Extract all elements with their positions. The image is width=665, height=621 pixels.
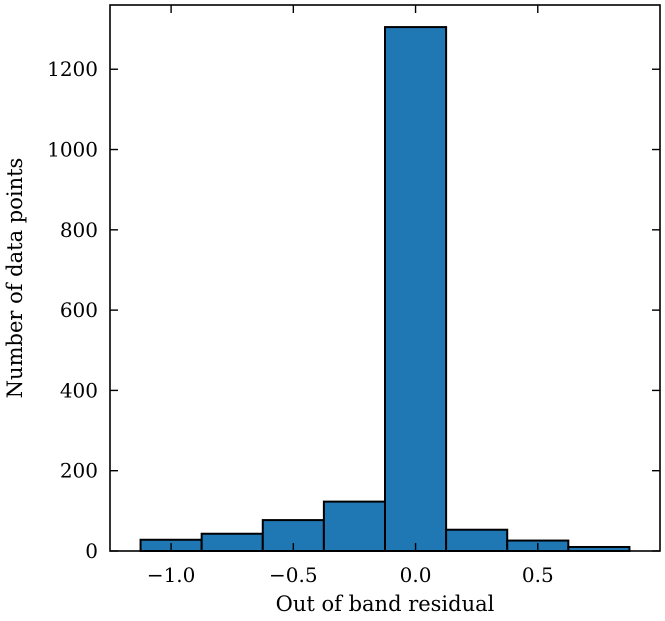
- histogram-bar-3: [322, 500, 386, 552]
- y-axis-label: Number of data points: [3, 158, 27, 399]
- x-tick-label-0: −1.0: [147, 563, 196, 587]
- histogram-bar-5: [445, 528, 509, 552]
- y-tick-label-5: 1000: [47, 138, 98, 162]
- y-tick-label-4: 800: [60, 218, 98, 242]
- histogram-bar-4: [384, 26, 448, 553]
- tick-labels-group: −1.0 −0.5 0.0 0.5 0 200 400 600 800 1000 1200: [47, 57, 554, 587]
- plot-frame: [109, 4, 661, 552]
- y-tick-label-0: 0: [85, 539, 98, 563]
- bars-group: [139, 26, 631, 553]
- y-tick-label-3: 600: [60, 298, 98, 322]
- x-tick-label-1: −0.5: [269, 563, 318, 587]
- x-tick-label-3: 0.5: [522, 563, 554, 587]
- y-tick-label-1: 200: [60, 459, 98, 483]
- histogram-bar-1: [200, 532, 264, 552]
- x-tick-label-2: 0.0: [400, 563, 432, 587]
- y-tick-label-2: 400: [60, 378, 98, 402]
- x-axis-label: Out of band residual: [276, 592, 495, 616]
- y-tick-label-6: 1200: [47, 57, 98, 81]
